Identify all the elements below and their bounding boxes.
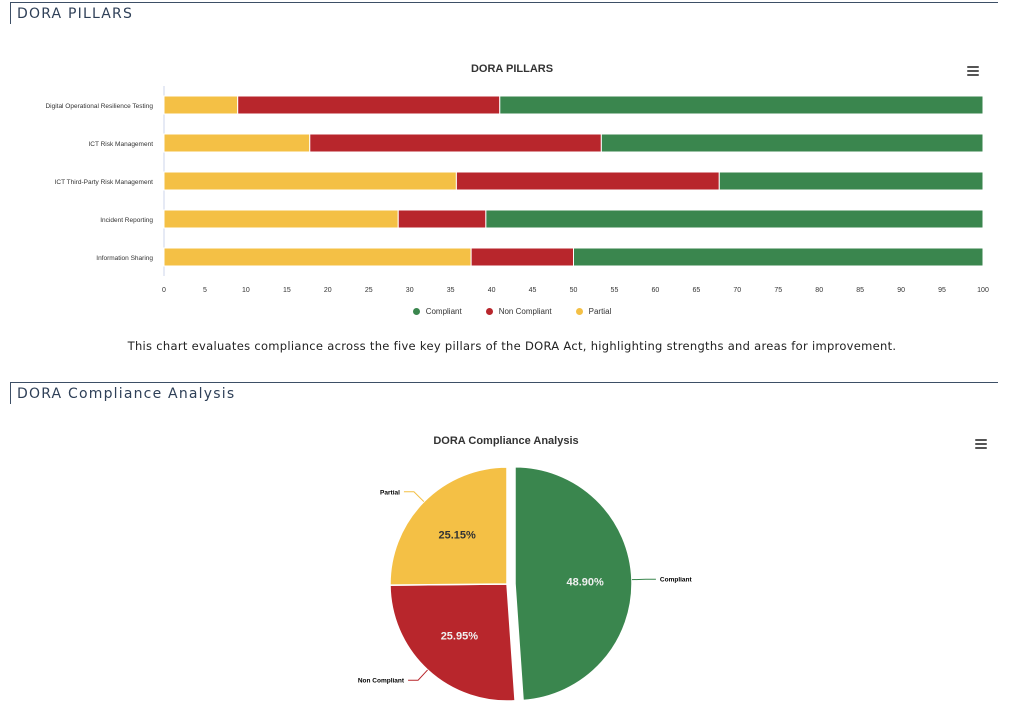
pie-chart-title: DORA Compliance Analysis [433,435,579,447]
y-tick-label: ICT Risk Management [88,141,153,148]
bar-compliant-information-sharing[interactable] [573,247,984,267]
x-tick-label: 75 [774,287,782,294]
analysis-section-header: DORA Compliance Analysis [10,382,998,404]
bar-compliant-ict-risk-management[interactable] [600,133,984,153]
y-tick-label: Information Sharing [96,255,153,262]
x-tick-label: 55 [611,287,619,294]
bar-non-compliant-digital-operational-resilience-testing[interactable] [237,95,501,115]
bar-chart-title: DORA PILLARS [470,63,554,75]
x-tick-label: 15 [283,287,291,294]
bar-partial-incident-reporting[interactable] [163,209,399,229]
pie-slice-compliant[interactable] [514,465,633,702]
legend-label-non-compliant: Non Compliant [498,307,552,316]
x-tick-label: 5 [203,287,207,294]
x-tick-label: 90 [897,287,905,294]
x-tick-label: 35 [447,287,455,294]
bar-compliant-incident-reporting[interactable] [485,209,984,229]
x-tick-label: 60 [652,287,660,294]
bar-chart-menu-icon[interactable] [967,66,979,77]
y-tick-label: Digital Operational Resilience Testing [45,103,153,110]
pie-connector-partial [403,491,425,503]
legend-dot-non-compliant [485,308,493,315]
x-tick-label: 85 [856,287,864,294]
bar-chart-legend: Compliant Non Compliant Partial [0,307,1024,316]
x-tick-label: 20 [324,287,332,294]
pie-name-label-non-compliant: Non Compliant [358,678,405,685]
legend-label-partial: Partial [588,307,612,316]
legend-item-compliant[interactable]: Compliant [412,307,462,316]
x-tick-label: 100 [977,287,989,294]
bar-non-compliant-ict-third-party-risk-management[interactable] [455,171,720,191]
analysis-section-title: DORA Compliance Analysis [17,386,236,402]
legend-item-non-compliant[interactable]: Non Compliant [485,307,552,316]
bar-compliant-digital-operational-resilience-testing[interactable] [499,95,984,115]
pie-connector-non-compliant [408,669,428,681]
x-tick-label: 30 [406,287,414,294]
bar-partial-ict-risk-management[interactable] [163,133,311,153]
y-tick-label: ICT Third-Party Risk Management [55,179,154,186]
bar-partial-ict-third-party-risk-management[interactable] [163,171,457,191]
pie-slice-non-compliant[interactable] [389,583,516,702]
x-tick-label: 10 [242,287,250,294]
x-tick-label: 45 [529,287,537,294]
x-tick-label: 80 [815,287,823,294]
x-tick-label: 40 [488,287,496,294]
bar-compliant-ict-third-party-risk-management[interactable] [718,171,984,191]
bar-non-compliant-information-sharing[interactable] [470,247,574,267]
legend-dot-compliant [412,308,420,315]
pillars-section-title: DORA PILLARS [17,6,134,22]
bar-partial-information-sharing[interactable] [163,247,472,267]
x-tick-label: 25 [365,287,373,294]
x-tick-label: 0 [162,287,166,294]
pie-name-label-compliant: Compliant [660,577,693,584]
x-tick-label: 70 [733,287,741,294]
bar-non-compliant-incident-reporting[interactable] [397,209,487,229]
pie-name-label-partial: Partial [380,489,400,496]
pie-chart-menu-icon[interactable] [975,439,987,450]
bar-partial-digital-operational-resilience-testing[interactable] [163,95,239,115]
y-tick-label: Incident Reporting [100,217,153,224]
chart-caption: This chart evaluates compliance across t… [127,339,897,353]
legend-dot-partial [575,308,583,315]
pie-slice-partial[interactable] [389,466,508,586]
legend-item-partial[interactable]: Partial [575,307,612,316]
x-tick-label: 95 [938,287,946,294]
x-tick-label: 65 [692,287,700,294]
pillars-section-header: DORA PILLARS [10,2,998,24]
legend-label-compliant: Compliant [425,307,462,316]
bar-non-compliant-ict-risk-management[interactable] [309,133,602,153]
bar-chart: Digital Operational Resilience Testing IC… [45,86,989,294]
x-tick-label: 50 [570,287,578,294]
